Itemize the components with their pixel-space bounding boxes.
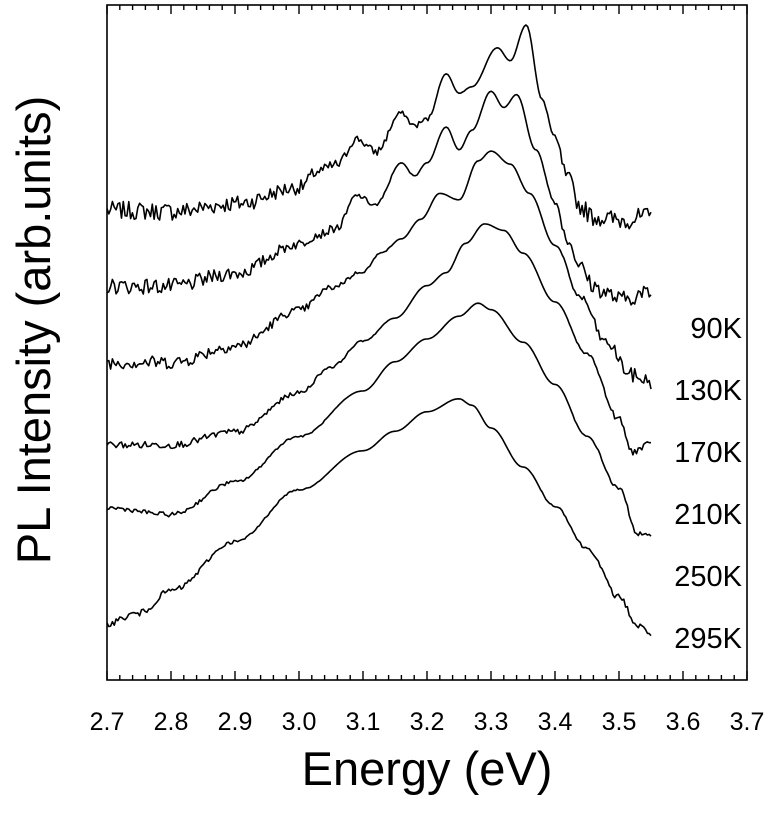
series-label-90K: 90K — [690, 313, 742, 345]
x-tick-label: 3.4 — [538, 708, 573, 736]
curves — [106, 24, 652, 637]
series-label-295K: 295K — [674, 623, 742, 655]
curve-295K — [106, 398, 652, 637]
x-tick-label: 3.1 — [346, 708, 381, 736]
x-axis-title: Energy (eV) — [302, 742, 553, 795]
x-tick-label: 3.7 — [730, 708, 765, 736]
series-labels: 90K 130K 170K 210K 250K 295K — [674, 313, 742, 655]
series-label-130K: 130K — [674, 375, 742, 407]
x-tick-label: 3.2 — [410, 708, 445, 736]
curve-130K — [106, 90, 652, 306]
x-tick-labels: 2.7 2.8 2.9 3.0 3.1 3.2 3.3 3.4 3.5 3.6 3.7 — [90, 708, 765, 736]
x-tick-label: 3.5 — [602, 708, 637, 736]
plot-frame — [106, 4, 748, 681]
series-label-170K: 170K — [674, 437, 742, 469]
x-ticks — [106, 5, 748, 680]
x-tick-label: 2.8 — [154, 708, 189, 736]
curve-170K — [106, 150, 652, 390]
y-axis-title: PL Intensity (arb.units) — [7, 96, 60, 564]
series-label-250K: 250K — [674, 561, 742, 593]
x-tick-label: 2.9 — [218, 708, 253, 736]
x-tick-label: 3.3 — [474, 708, 509, 736]
x-tick-label: 2.7 — [90, 708, 125, 736]
curve-210K — [106, 223, 651, 456]
curve-90K — [106, 24, 652, 230]
series-label-210K: 210K — [674, 499, 742, 531]
x-tick-label: 3.6 — [666, 708, 701, 736]
x-tick-label: 3.0 — [282, 708, 317, 736]
curve-250K — [106, 302, 652, 537]
